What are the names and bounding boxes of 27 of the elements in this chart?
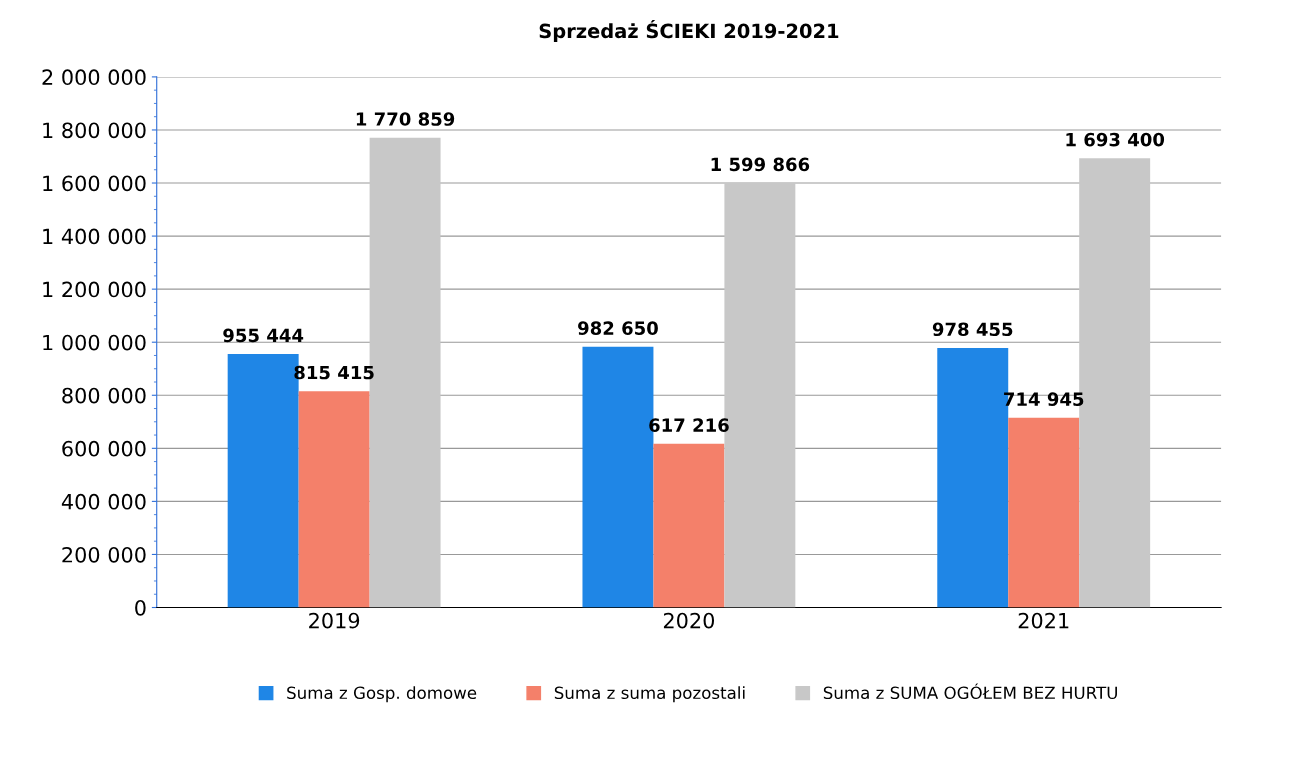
data-label: 1 599 866 bbox=[711, 157, 810, 172]
y-tick-label: 1 800 000 bbox=[43, 122, 146, 139]
data-label: 982 650 bbox=[578, 321, 658, 335]
x-tick-label: 2020 bbox=[663, 612, 715, 629]
y-tick-label: 0 bbox=[135, 599, 146, 616]
y-tick-label: 1 600 000 bbox=[43, 175, 146, 192]
x-tick-label: 2019 bbox=[309, 612, 360, 629]
y-tick-label: 200 000 bbox=[62, 546, 146, 563]
bar bbox=[1008, 417, 1080, 608]
data-label: 978 455 bbox=[932, 322, 1013, 337]
data-label: 1 770 859 bbox=[356, 112, 455, 126]
y-tick-label: 800 000 bbox=[62, 387, 146, 404]
y-tick-label: 400 000 bbox=[61, 493, 146, 510]
legend-label: Suma z Gosp. domowe bbox=[287, 686, 477, 703]
y-tick-label: 1 400 000 bbox=[43, 228, 146, 245]
y-tick-label: 2 000 000 bbox=[42, 69, 146, 86]
y-tick-label: 1 200 000 bbox=[43, 281, 146, 298]
legend-label: Suma z suma pozostali bbox=[554, 686, 745, 703]
bar bbox=[653, 443, 725, 608]
y-tick-label: 600 000 bbox=[62, 440, 146, 457]
x-tick-label: 2021 bbox=[1018, 612, 1069, 629]
y-tick-label: 1 000 000 bbox=[43, 334, 146, 351]
data-label: 955 444 bbox=[223, 328, 304, 343]
bar bbox=[298, 391, 370, 608]
chart-title: Sprzedaż ŚCIEKI 2019-2021 bbox=[539, 20, 839, 43]
legend-label: Suma z SUMA OGÓŁEM BEZ HURTU bbox=[823, 683, 1117, 700]
data-label: 1 693 400 bbox=[1066, 132, 1165, 147]
